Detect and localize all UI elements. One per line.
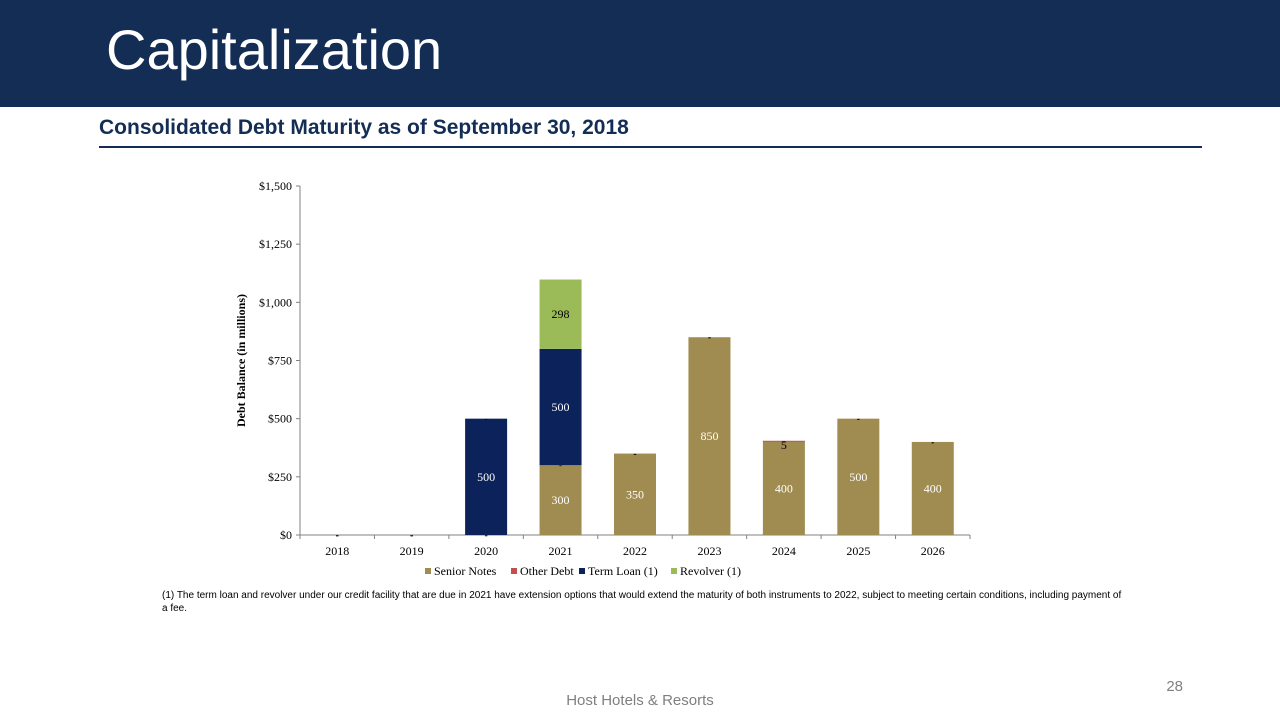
zero-value-label: -	[485, 414, 488, 424]
zero-value-label: -	[782, 436, 785, 446]
data-label: 350	[626, 487, 644, 501]
y-tick-label: $750	[268, 354, 292, 368]
data-label: 500	[552, 400, 570, 414]
y-tick-label: $0	[280, 528, 292, 542]
footnote: (1) The term loan and revolver under our…	[162, 590, 1122, 614]
data-label: 400	[924, 481, 942, 495]
data-label: 298	[552, 307, 570, 321]
legend-label: Senior Notes	[434, 564, 497, 578]
y-tick-label: $1,000	[259, 295, 292, 309]
legend-swatch	[425, 568, 431, 574]
data-label: 5	[781, 438, 787, 452]
page-number: 28	[1166, 678, 1183, 695]
y-tick-label: $1,500	[259, 179, 292, 193]
y-tick-label: $250	[268, 470, 292, 484]
zero-value-label: -	[931, 437, 934, 447]
legend-swatch	[671, 568, 677, 574]
bar-term-loan-1-2020	[465, 418, 508, 535]
zero-value-label: -	[336, 530, 339, 540]
zero-value-label: -	[857, 414, 860, 424]
debt-maturity-chart: $0 $250 $500 $750 $1,000 $1,250 $1,500 Debt Bal…	[234, 179, 971, 578]
data-label: 500	[477, 470, 495, 484]
x-tick-label: 2018	[325, 544, 349, 558]
y-tick-label: $500	[268, 412, 292, 426]
zero-value-label: -	[857, 414, 860, 424]
legend-label: Revolver (1)	[680, 564, 741, 578]
zero-value-label: -	[336, 530, 339, 540]
bar-senior-notes-2023	[688, 337, 731, 535]
chart-subtitle: Consolidated Debt Maturity as of Septemb…	[99, 116, 629, 139]
legend-label: Term Loan (1)	[588, 564, 658, 578]
bar-senior-notes-2025	[837, 418, 880, 535]
zero-value-label: -	[410, 530, 413, 540]
data-label: 300	[552, 493, 570, 507]
legend-swatch	[511, 568, 517, 574]
zero-value-label: -	[634, 449, 637, 459]
zero-value-label: -	[336, 530, 339, 540]
zero-value-label: -	[634, 449, 637, 459]
zero-value-label: -	[410, 530, 413, 540]
zero-value-label: -	[931, 437, 934, 447]
x-tick-label: 2024	[772, 544, 796, 558]
x-tick-label: 2022	[623, 544, 647, 558]
page-title: Capitalization	[106, 18, 443, 81]
legend-swatch	[579, 568, 585, 574]
bar-senior-notes-2021	[539, 465, 582, 535]
zero-value-label: -	[634, 449, 637, 459]
zero-value-label: -	[708, 332, 711, 342]
zero-value-label: -	[336, 530, 339, 540]
x-tick-label: 2023	[697, 544, 721, 558]
bar-term-loan-1-2021	[539, 348, 582, 466]
data-label: 400	[775, 481, 793, 495]
bar-senior-notes-2024	[762, 441, 805, 535]
x-tick-label: 2025	[846, 544, 870, 558]
footer-company-name: Host Hotels & Resorts	[566, 692, 714, 709]
zero-value-label: -	[782, 436, 785, 446]
x-tick-label: 2020	[474, 544, 498, 558]
zero-value-label: -	[857, 414, 860, 424]
bar-senior-notes-2026	[911, 441, 954, 535]
zero-value-label: -	[410, 530, 413, 540]
x-tick-label: 2019	[400, 544, 424, 558]
data-label: 850	[700, 429, 718, 443]
y-tick-label: $1,250	[259, 237, 292, 251]
x-tick-label: 2021	[549, 544, 573, 558]
zero-value-label: -	[931, 437, 934, 447]
legend-label: Other Debt	[520, 564, 574, 578]
bar-senior-notes-2022	[614, 453, 656, 535]
zero-value-label: -	[708, 332, 711, 342]
bar-other-debt-2024	[762, 440, 805, 442]
subtitle-divider	[99, 146, 1202, 148]
title-banner	[0, 0, 1280, 107]
y-axis-label: Debt Balance (in millions)	[234, 294, 248, 427]
zero-value-label: -	[708, 332, 711, 342]
zero-value-label: -	[410, 530, 413, 540]
x-tick-label: 2026	[921, 544, 945, 558]
bar-revolver-1-2021	[539, 279, 582, 349]
data-label: 500	[849, 470, 867, 484]
